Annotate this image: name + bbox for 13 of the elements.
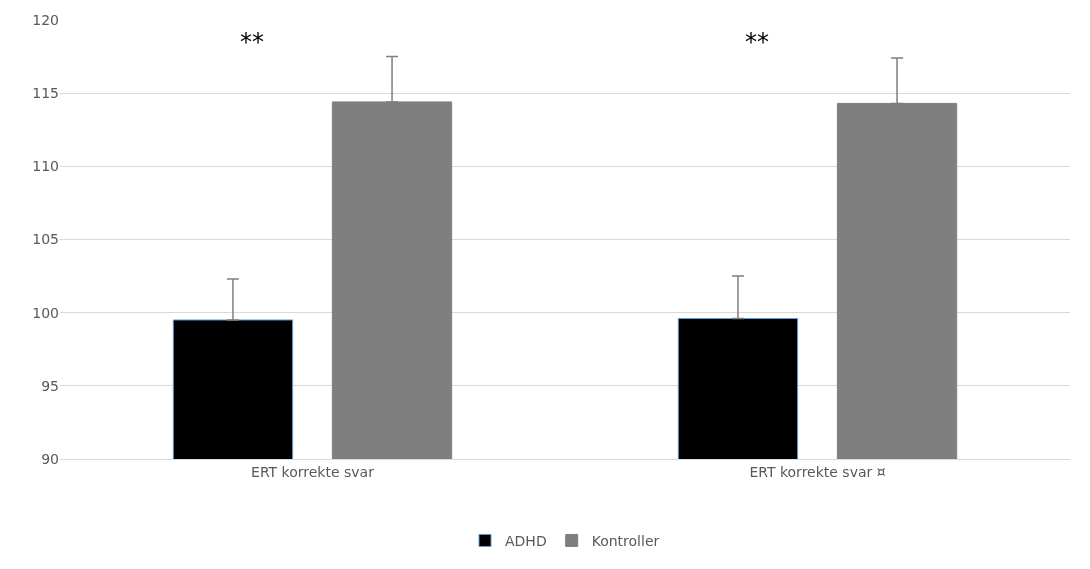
y-tick-label: 115 (32, 85, 59, 102)
y-tick-label: 120 (32, 11, 59, 28)
annotation: ** (745, 28, 769, 56)
x-tick-label: ERT korrekte svar (251, 463, 375, 480)
annotation: ** (240, 28, 264, 56)
legend-label: ADHD (505, 532, 547, 549)
y-tick-label: 95 (41, 377, 59, 394)
y-tick-label: 110 (32, 158, 59, 175)
x-tick-label: ERT korrekte svar ¤ (749, 463, 886, 480)
legend-label: Kontroller (591, 532, 660, 549)
y-tick-label: 100 (32, 304, 59, 321)
y-tick-label: 90 (41, 450, 59, 467)
y-tick-label: 105 (32, 231, 59, 248)
